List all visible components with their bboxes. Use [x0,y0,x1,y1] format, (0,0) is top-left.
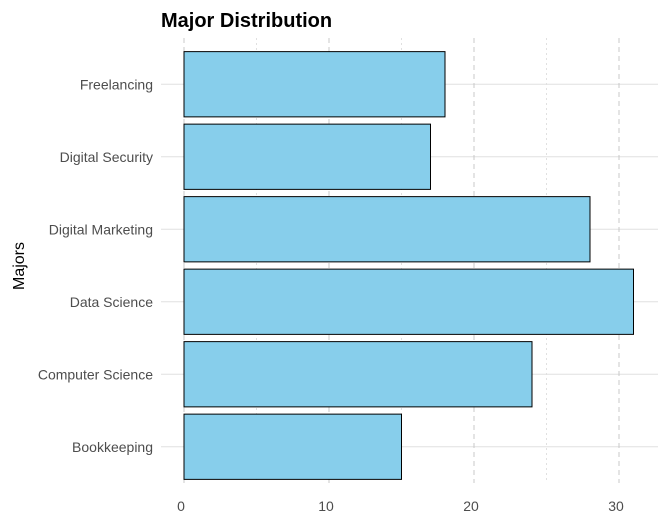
chart-title: Major Distribution [161,10,332,32]
y-axis-label: Majors [11,242,28,290]
category-label: Freelancing [80,76,153,92]
category-label: Digital Marketing [49,221,153,237]
bar-data-science [183,268,634,335]
x-tick-label: 20 [463,498,479,514]
bar-bookkeeping [183,413,402,480]
category-label: Computer Science [38,366,153,382]
bar-digital-marketing [183,196,591,263]
category-labels: Bookkeeping Computer Science Data Science D… [38,76,153,455]
x-tick-labels: 0 10 20 30 [177,498,624,514]
category-label: Bookkeeping [72,439,153,455]
bars [183,51,634,480]
x-tick-label: 0 [177,498,185,514]
bar-computer-science [183,341,533,408]
category-label: Digital Security [60,149,153,165]
x-tick-label: 10 [318,498,334,514]
bar-freelancing [183,51,446,118]
x-tick-label: 30 [608,498,624,514]
bar-digital-security [183,123,431,190]
category-label: Data Science [70,294,153,310]
